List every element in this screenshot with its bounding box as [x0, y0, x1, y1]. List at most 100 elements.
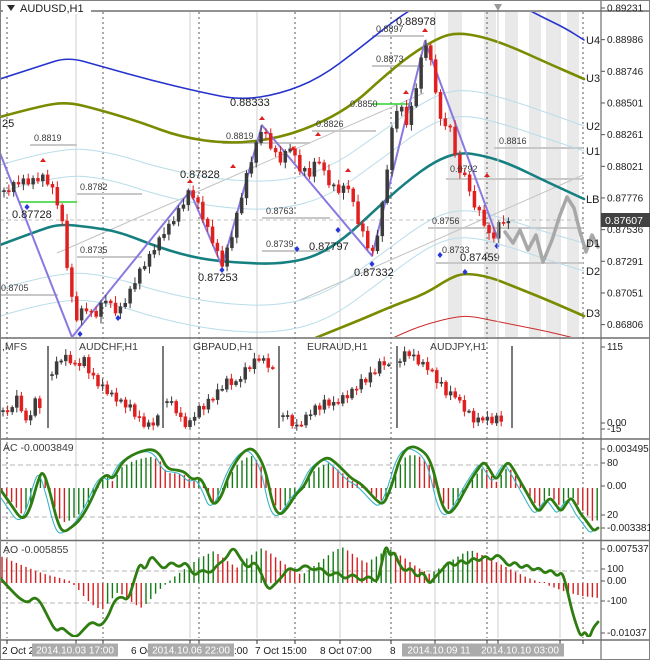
fractal-down-diamond-icon: [294, 246, 300, 252]
candle-body: [492, 232, 496, 239]
candle-body: [308, 414, 313, 417]
price-level-label: 0.8850: [350, 99, 378, 109]
time-axis-label: 8 Oct 07:00: [320, 646, 372, 657]
session-stripe: [505, 12, 518, 337]
price-level-label: 0.8763: [266, 206, 294, 216]
candle-body: [54, 361, 59, 375]
candle-body: [100, 384, 105, 387]
candle-body: [380, 202, 385, 237]
candle-body: [205, 218, 210, 228]
candle-body: [317, 161, 321, 164]
candle-body: [186, 190, 191, 206]
candle-body: [59, 360, 63, 363]
candle-body: [399, 106, 404, 112]
candle-body: [482, 209, 486, 226]
mini-chart-pair-label: GBPAUD,H1: [193, 341, 253, 353]
candle-body: [295, 424, 299, 427]
candle-body: [341, 395, 345, 404]
candle-body: [31, 178, 35, 185]
candle-body: [5, 410, 10, 413]
price-axis[interactable]: 0.89231 0.88986 0.88746 0.88501 0.88261 0.880…: [601, 4, 650, 640]
candle-body: [462, 400, 467, 412]
candle-body: [257, 358, 261, 361]
lower-band-d1: [0, 210, 585, 306]
fractal-down-diamond-icon: [24, 204, 30, 210]
candle-body: [249, 162, 254, 174]
candle-body: [463, 172, 467, 176]
candle-body: [75, 296, 79, 321]
candle-body: [28, 415, 33, 421]
candle-body: [181, 204, 186, 209]
candle-body: [215, 389, 220, 400]
current-price-tag: [601, 213, 650, 227]
price-level-label: 0.8782: [80, 182, 108, 192]
lower-band-d4: [393, 315, 573, 337]
candle-body: [331, 402, 336, 406]
candle-body: [16, 182, 21, 185]
swing-price-label: 25: [2, 118, 14, 130]
candle-body: [322, 399, 327, 410]
candle-body: [142, 266, 147, 270]
session-stripe: [546, 12, 559, 337]
candle-body: [278, 151, 283, 163]
candle-body: [26, 178, 30, 185]
symbol-label-backdrop: [3, 1, 91, 14]
mini-charts-panel[interactable]: [1, 346, 513, 431]
candle-body: [96, 375, 100, 387]
ac-signal-line: [1, 448, 595, 534]
price-axis-label: 0.87776: [607, 193, 644, 204]
candle-body: [496, 222, 501, 239]
time-highlight-label: 2014.10.06 22:00: [152, 646, 230, 657]
ac-indicator-panel[interactable]: [0, 445, 600, 534]
fractal-up-arrow-icon: [259, 116, 265, 120]
candle-body: [110, 392, 114, 395]
candle-body: [38, 398, 42, 409]
candle-body: [157, 237, 161, 251]
candle-body: [346, 185, 351, 190]
candle-body: [430, 369, 434, 372]
price-level-label: 0.8826: [316, 119, 344, 129]
fractal-up-arrow-icon: [187, 179, 193, 183]
candle-body: [108, 300, 113, 304]
candle-body: [356, 201, 360, 225]
swing-price-label: 0.87728: [12, 209, 52, 221]
price-axis-label: 0.88501: [607, 98, 644, 109]
indicator-axis-label: 0.007537: [607, 544, 649, 555]
time-axis[interactable]: 2 Oct 2 6 Oc:00 7 Oct 15:00 8 Oct 07:00 8 201…: [2, 640, 584, 657]
candle-body: [84, 308, 89, 312]
candle-body: [21, 178, 26, 185]
candle-body: [336, 184, 341, 193]
candle-body: [271, 367, 275, 369]
price-axis-label: 0.88261: [607, 130, 644, 141]
session-stripe: [567, 12, 579, 337]
price-level-label: 0.8819: [34, 133, 62, 143]
time-axis-label: 7 Oct 15:00: [255, 646, 307, 657]
symbol-dropdown-icon[interactable]: [7, 5, 15, 11]
candle-body: [354, 388, 359, 391]
main-chart-panel[interactable]: [0, 0, 600, 345]
indicator-axis-label: 0.003495: [607, 444, 649, 455]
price-axis-label: 0.87051: [607, 288, 644, 299]
ac-smoothed-line: [1, 445, 600, 533]
price-level-label: 0.8756: [432, 216, 460, 226]
candle-body: [375, 235, 380, 252]
panel-labels: AUDCHF,H1 GBPAUD,H1 EURAUD,H1 AUDJPY,H1: [79, 341, 487, 353]
candle-body: [458, 154, 462, 174]
swing-price-label: 0.88978: [396, 16, 436, 28]
candle-body: [390, 128, 394, 171]
upper-band-u4: [0, 12, 585, 100]
candle-body: [15, 395, 19, 408]
candle-body: [146, 422, 151, 427]
time-axis-label: 8: [390, 646, 396, 657]
ao-indicator-panel[interactable]: [0, 546, 600, 637]
candle-body: [45, 174, 50, 185]
candle-body: [33, 398, 37, 416]
indicator-axis-label: 0.00: [607, 418, 627, 429]
candle-body: [264, 132, 268, 134]
time-axis-label: 6 Oc: [131, 646, 152, 657]
candle-body: [302, 167, 307, 172]
fractal-down-diamond-icon: [369, 261, 375, 267]
mini-chart-pair-label: AUDJPY,H1: [430, 341, 487, 353]
candle-body: [1, 410, 5, 412]
